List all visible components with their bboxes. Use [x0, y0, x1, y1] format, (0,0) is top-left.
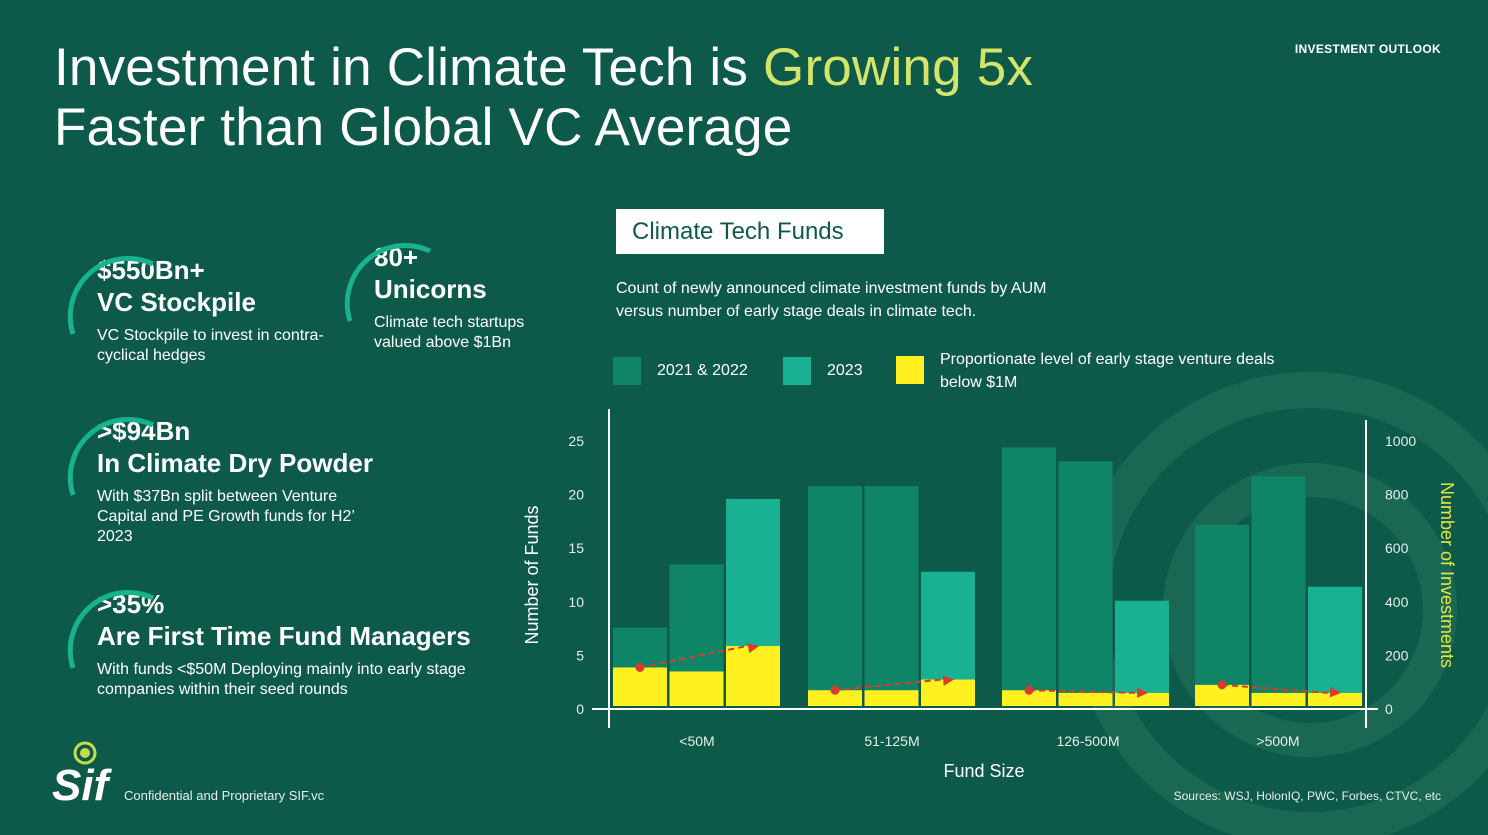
legend-item-2023: 2023 [783, 357, 863, 385]
confidential-note: Confidential and Proprietary SIF.vc [124, 788, 325, 803]
y-tick-label: 25 [568, 433, 584, 449]
legend-label: 2023 [827, 362, 863, 379]
early-stage-bar [921, 679, 975, 706]
trend-point [830, 685, 840, 695]
trend-point [1217, 680, 1227, 690]
early-stage-bar [726, 646, 780, 706]
stat-description: With $37Bn split between Venture Capital… [97, 488, 355, 545]
early-stage-bar [1115, 692, 1169, 706]
trend-arrow [942, 675, 954, 686]
title-part1: Investment in Climate Tech is [54, 38, 764, 97]
stat-value: $550Bn+ VC Stockpile [97, 255, 256, 317]
legend-item-2021-2022: 2021 & 2022 [613, 357, 748, 385]
y-axis-label: Number of Funds [522, 505, 542, 644]
legend-label: 2021 & 2022 [657, 362, 748, 379]
early-stage-bar [1195, 684, 1249, 706]
trend-arrow [1329, 686, 1341, 698]
trend-point [635, 662, 645, 672]
sif-logo: Sif [50, 740, 116, 810]
page-title: Investment in Climate Tech is Growing 5x… [54, 38, 1033, 158]
x-tick-label: 51-125M [864, 733, 919, 749]
bar-51-125M-0 [808, 486, 862, 706]
title-highlight: Growing 5x [763, 38, 1034, 97]
arc-icon [67, 416, 155, 496]
sources-note: Sources: WSJ, HolonIQ, PWC, Forbes, CTVC… [1173, 789, 1441, 803]
y2-tick-label: 0 [1385, 701, 1393, 717]
y2-tick-label: 1000 [1385, 433, 1416, 449]
y-tick-label: 20 [568, 487, 584, 503]
stat-unicorns: 80+ Unicorns Climate tech startups valued… [344, 241, 564, 353]
trend-line [834, 678, 943, 692]
early-stage-bar [864, 690, 919, 706]
trend-line [1221, 683, 1330, 694]
chart-description: Count of newly announced climate investm… [616, 280, 1047, 320]
stat-description: Climate tech startups valued above $1Bn [374, 314, 525, 351]
y-tick-label: 5 [576, 647, 584, 663]
early-stage-bar [613, 667, 667, 706]
early-stage-bar [669, 671, 724, 706]
stat-dry-powder: >$94Bn In Climate Dry Powder With $37Bn s… [67, 415, 397, 547]
y2-tick-label: 400 [1385, 594, 1409, 610]
title-part2: Faster than Global VC Average [54, 98, 793, 157]
y-tick-label: 10 [568, 594, 584, 610]
trend-line [1028, 689, 1137, 694]
stat-description: VC Stockpile to invest in contra-cyclica… [97, 327, 324, 364]
section-label: INVESTMENT OUTLOOK [1294, 42, 1441, 56]
early-stage-bar [1002, 690, 1056, 706]
y2-tick-label: 800 [1385, 487, 1409, 503]
legend-swatch [613, 357, 641, 385]
bar-51-125M-1 [864, 486, 919, 706]
early-stage-bar [1251, 692, 1306, 706]
trend-arrow [747, 642, 759, 654]
stat-first-time-managers: >35% Are First Time Fund Managers With fu… [67, 588, 497, 700]
chart-title: Climate Tech Funds [616, 209, 884, 254]
arc-icon [67, 255, 155, 335]
stat-vc-stockpile: $550Bn+ VC Stockpile VC Stockpile to inve… [67, 254, 337, 366]
bar-126-500M-2 [1115, 600, 1169, 706]
legend-label: Proportionate level of early stage ventu… [940, 351, 1275, 391]
arc-icon [344, 242, 432, 322]
legend-swatch [896, 356, 924, 384]
x-tick-label: >500M [1256, 733, 1299, 749]
trend-line [639, 645, 748, 669]
bar->500M-2 [1308, 586, 1362, 706]
svg-text:Sif: Sif [52, 761, 113, 804]
y2-tick-label: 600 [1385, 540, 1409, 556]
bar->500M-0 [1195, 524, 1249, 706]
y2-tick-label: 200 [1385, 647, 1409, 663]
bar-126-500M-0 [1002, 447, 1056, 706]
stat-description: With funds <$50M Deploying mainly into e… [97, 661, 466, 698]
y2-axis-label: Number of Investments [1437, 482, 1457, 668]
trend-arrow [1137, 687, 1148, 698]
stat-value: >$94Bn In Climate Dry Powder [97, 416, 373, 478]
early-stage-bar [1308, 692, 1362, 706]
early-stage-bar [1058, 692, 1113, 706]
early-stage-bar [808, 690, 862, 706]
trend-point [1024, 685, 1034, 695]
x-axis-label: Fund Size [943, 761, 1024, 781]
y-tick-label: 0 [576, 701, 584, 717]
x-tick-label: <50M [679, 733, 714, 749]
bar-126-500M-1 [1058, 461, 1113, 706]
x-tick-label: 126-500M [1056, 733, 1119, 749]
legend-swatch [783, 357, 811, 385]
bar->500M-1 [1251, 476, 1306, 706]
arc-icon [67, 589, 155, 669]
y-tick-label: 15 [568, 540, 584, 556]
legend-item-early-stage: Proportionate level of early stage ventu… [896, 348, 1276, 394]
